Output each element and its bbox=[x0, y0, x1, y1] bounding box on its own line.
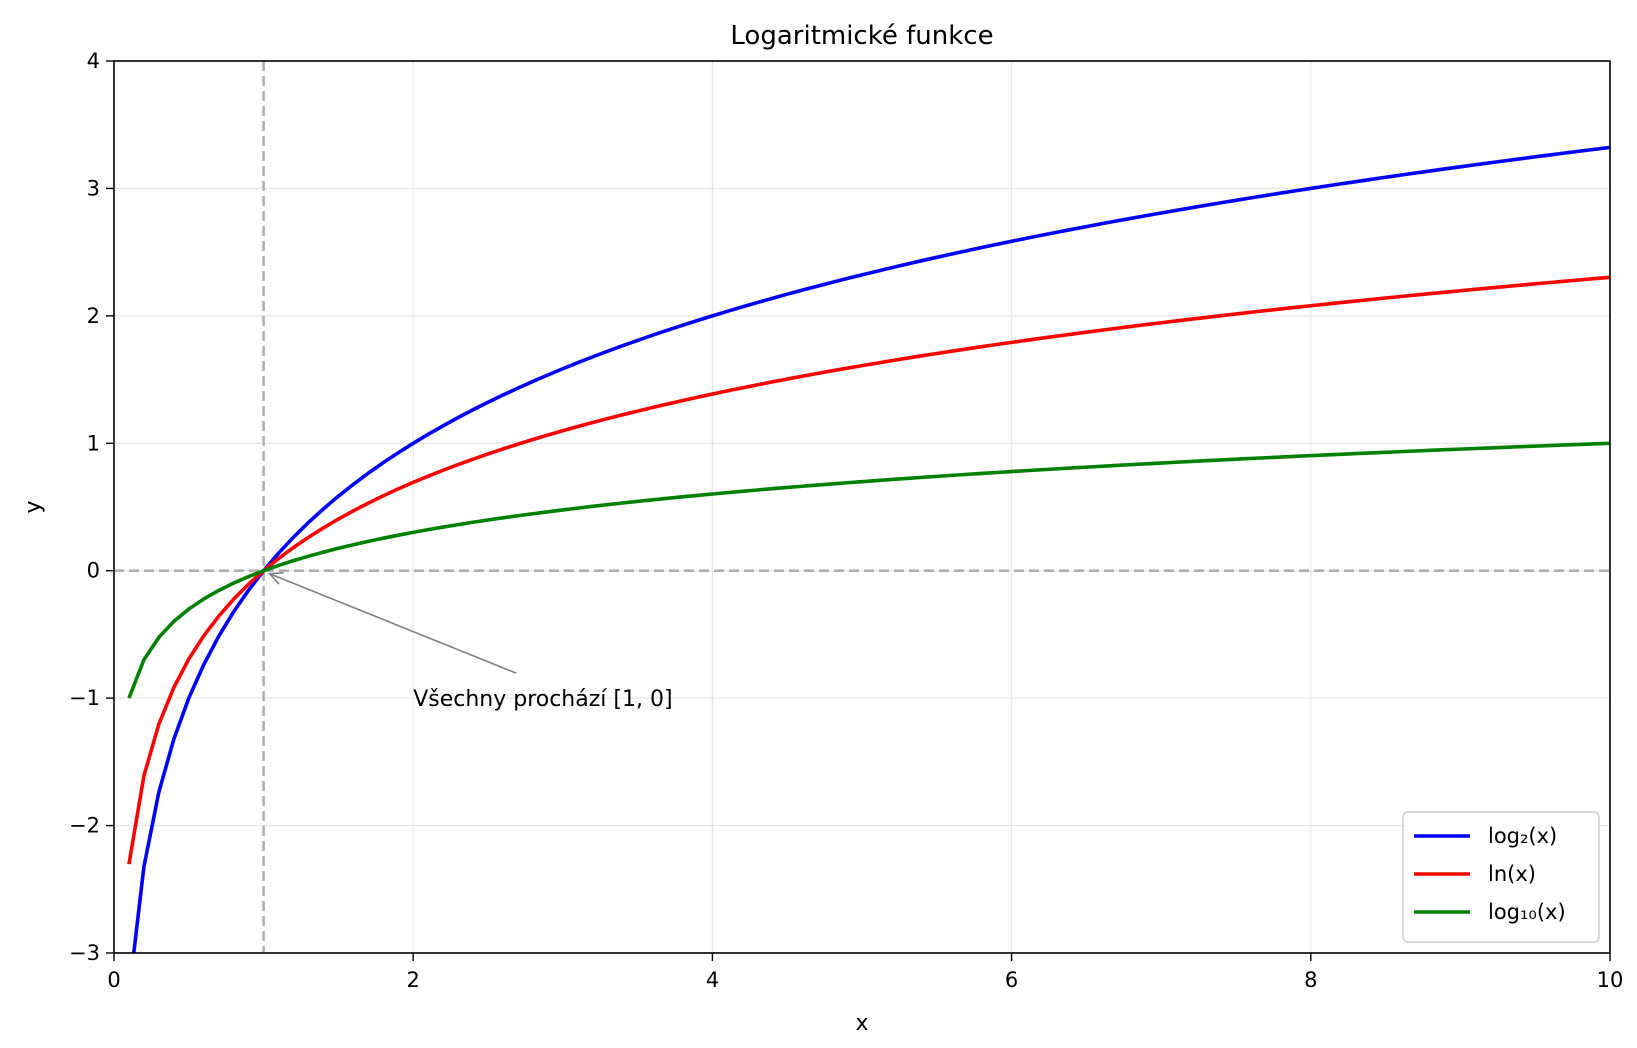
annotation: Všechny prochází [1, 0] bbox=[267, 571, 673, 712]
x-tick-label: 0 bbox=[107, 968, 120, 992]
y-tick-label: −1 bbox=[69, 686, 100, 710]
annotation-arrow-head bbox=[267, 571, 284, 585]
axis-ticks: 0 2 4 6 8 10 −3 −2 −1 0 1 2 3 4 bbox=[69, 49, 1623, 992]
x-tick-label: 6 bbox=[1005, 968, 1018, 992]
series-line-ln bbox=[127, 275, 1610, 865]
series-line-log2 bbox=[131, 145, 1610, 953]
legend-box bbox=[1402, 811, 1600, 943]
chart-title: Logaritmické funkce bbox=[730, 21, 993, 51]
series-group bbox=[127, 145, 1610, 953]
plot-frame bbox=[113, 60, 1611, 954]
y-tick-label: 4 bbox=[87, 49, 100, 73]
legend-label-ln: ln(x) bbox=[1488, 862, 1536, 886]
y-axis-label: y bbox=[21, 500, 46, 513]
x-axis-label: x bbox=[855, 1011, 868, 1036]
legend-label-log10: log₁₀(x) bbox=[1488, 900, 1566, 924]
annotation-arrow bbox=[269, 572, 517, 674]
y-tick-label: −3 bbox=[69, 941, 100, 965]
x-tick-label: 4 bbox=[706, 968, 719, 992]
y-tick-label: 0 bbox=[87, 559, 100, 583]
annotation-text: Všechny prochází [1, 0] bbox=[413, 687, 672, 712]
x-tick-label: 2 bbox=[407, 968, 420, 992]
reference-lines bbox=[114, 61, 1610, 953]
series-line-log10 bbox=[127, 441, 1610, 699]
y-tick-label: 2 bbox=[87, 304, 100, 328]
y-tick-label: 3 bbox=[87, 176, 100, 200]
plot-background bbox=[114, 61, 1610, 953]
x-tick-label: 8 bbox=[1304, 968, 1317, 992]
y-tick-label: −2 bbox=[69, 814, 100, 838]
legend: log₂(x) ln(x) log₁₀(x) bbox=[1402, 811, 1600, 943]
x-tick-label: 10 bbox=[1597, 968, 1624, 992]
y-tick-label: 1 bbox=[87, 431, 100, 455]
legend-label-log2: log₂(x) bbox=[1488, 824, 1557, 848]
